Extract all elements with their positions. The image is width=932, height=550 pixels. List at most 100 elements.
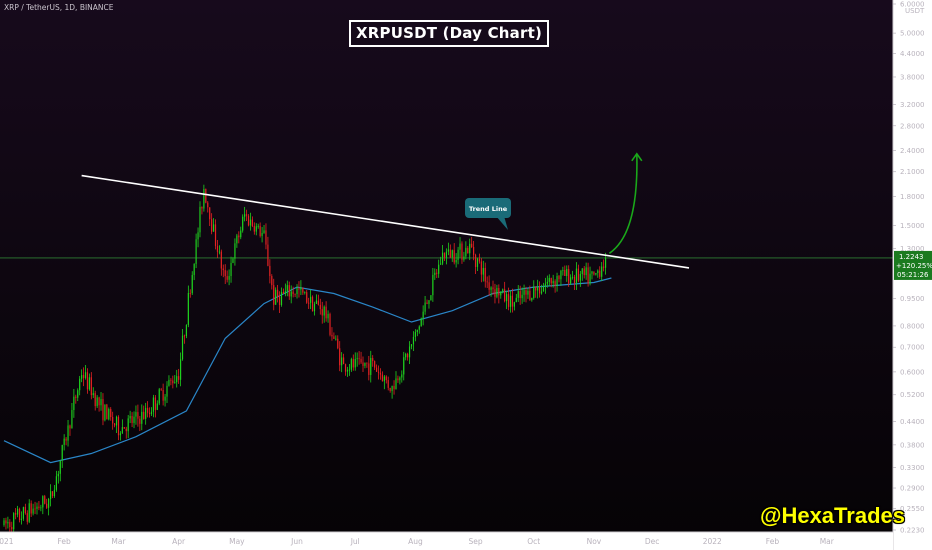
candle-body xyxy=(422,311,424,319)
y-tick-label: 2.4000 xyxy=(900,147,925,155)
candle-body xyxy=(306,292,308,303)
candle-body xyxy=(519,291,521,299)
candle-body xyxy=(535,286,537,291)
candle-body xyxy=(232,258,234,263)
y-tick-label: 1.3000 xyxy=(900,245,925,253)
candle-body xyxy=(115,416,118,426)
candle-body xyxy=(453,250,455,263)
candle-body xyxy=(377,371,380,373)
y-axis[interactable]: 6.0000 5.0000 4.4000 3.8000 3.2000 2.8000 2.40… xyxy=(892,0,932,550)
candle-body xyxy=(381,374,384,382)
candle-body xyxy=(284,291,286,294)
candle-body xyxy=(505,294,508,302)
y-tick-label: 0.3300 xyxy=(900,464,925,472)
candle-body xyxy=(15,513,17,515)
candle-body xyxy=(3,520,5,526)
candle-body xyxy=(379,372,382,375)
candle-body xyxy=(81,375,83,379)
candle-body xyxy=(152,397,155,412)
candle-body xyxy=(199,206,201,233)
candle-body xyxy=(46,503,48,508)
candle-body xyxy=(114,423,116,426)
candle-body xyxy=(108,409,110,420)
candle-body xyxy=(459,243,461,250)
candle-body xyxy=(145,407,147,419)
x-axis[interactable]: 2021 Feb Mar Apr May Jun Jul Aug Sep Oct Nov Dec 202… xyxy=(0,531,893,550)
candle-body xyxy=(102,399,104,421)
symbol-header[interactable]: XRP / TetherUS, 1D, BINANCE xyxy=(4,3,114,12)
y-tick-label: 4.4000 xyxy=(900,50,925,58)
candle-body xyxy=(96,397,98,407)
candle-body xyxy=(133,416,135,423)
candle-body xyxy=(385,376,387,381)
candle-body xyxy=(203,188,205,209)
candle-body xyxy=(465,247,467,257)
candle-body xyxy=(391,385,393,391)
candle-body xyxy=(121,427,123,434)
candle-body xyxy=(581,268,583,274)
candle-body xyxy=(599,270,601,277)
candle-body xyxy=(342,357,345,365)
candle-body xyxy=(170,379,172,381)
candle-body xyxy=(556,276,558,287)
candle-body xyxy=(579,273,581,281)
candle-body xyxy=(412,336,415,345)
candle-body xyxy=(112,417,114,424)
candle-body xyxy=(158,389,160,404)
candle-body xyxy=(67,425,69,441)
candle-body xyxy=(568,268,570,284)
candle-body xyxy=(174,382,176,384)
candle-body xyxy=(90,377,92,396)
candle-body xyxy=(566,268,568,276)
candle-body xyxy=(308,302,310,304)
candle-body xyxy=(517,291,519,298)
candle-body xyxy=(383,376,385,382)
y-tick-label: 5.0000 xyxy=(900,30,925,38)
candle-body xyxy=(515,297,517,303)
candle-body xyxy=(245,214,248,216)
candle-body xyxy=(570,277,572,284)
candle-body xyxy=(474,254,477,267)
candle-body xyxy=(302,287,304,293)
candle-body xyxy=(251,219,253,227)
candle-body xyxy=(139,418,141,424)
candle-body xyxy=(9,522,11,528)
candle-body xyxy=(55,476,57,490)
candle-body xyxy=(296,288,298,295)
candle-body xyxy=(492,287,494,290)
candle-body xyxy=(38,506,40,509)
candle-body xyxy=(143,411,145,419)
candle-body xyxy=(507,294,510,307)
moving-average-path xyxy=(3,277,612,464)
candle-body xyxy=(496,287,498,297)
candle-body xyxy=(137,412,139,419)
candle-body xyxy=(480,261,482,275)
candle-body xyxy=(183,335,186,337)
candle-body xyxy=(214,224,217,246)
candle-body xyxy=(410,344,413,347)
candle-body xyxy=(278,296,281,305)
y-tick-label: 6.0000 xyxy=(900,1,925,9)
candle-body xyxy=(168,379,170,386)
candle-body xyxy=(205,188,207,203)
candle-body xyxy=(24,507,26,514)
candle-body xyxy=(451,250,453,258)
candle-body xyxy=(290,291,292,297)
candle-body xyxy=(478,258,481,262)
x-tick-label: Jun xyxy=(290,537,303,546)
candle-body xyxy=(88,377,90,390)
candle-body xyxy=(341,357,343,366)
candle-body xyxy=(407,353,409,358)
candle-body xyxy=(550,277,552,284)
candle-body xyxy=(449,249,451,258)
x-tick-label: Sep xyxy=(468,537,482,546)
y-tick-label: 3.8000 xyxy=(900,73,925,81)
candle-body xyxy=(484,267,486,282)
candle-body xyxy=(282,292,285,294)
candle-body xyxy=(529,290,531,301)
candle-body xyxy=(587,267,589,284)
candle-body xyxy=(593,271,595,275)
candle-body xyxy=(571,276,574,278)
x-tick-label: Mar xyxy=(820,537,835,546)
